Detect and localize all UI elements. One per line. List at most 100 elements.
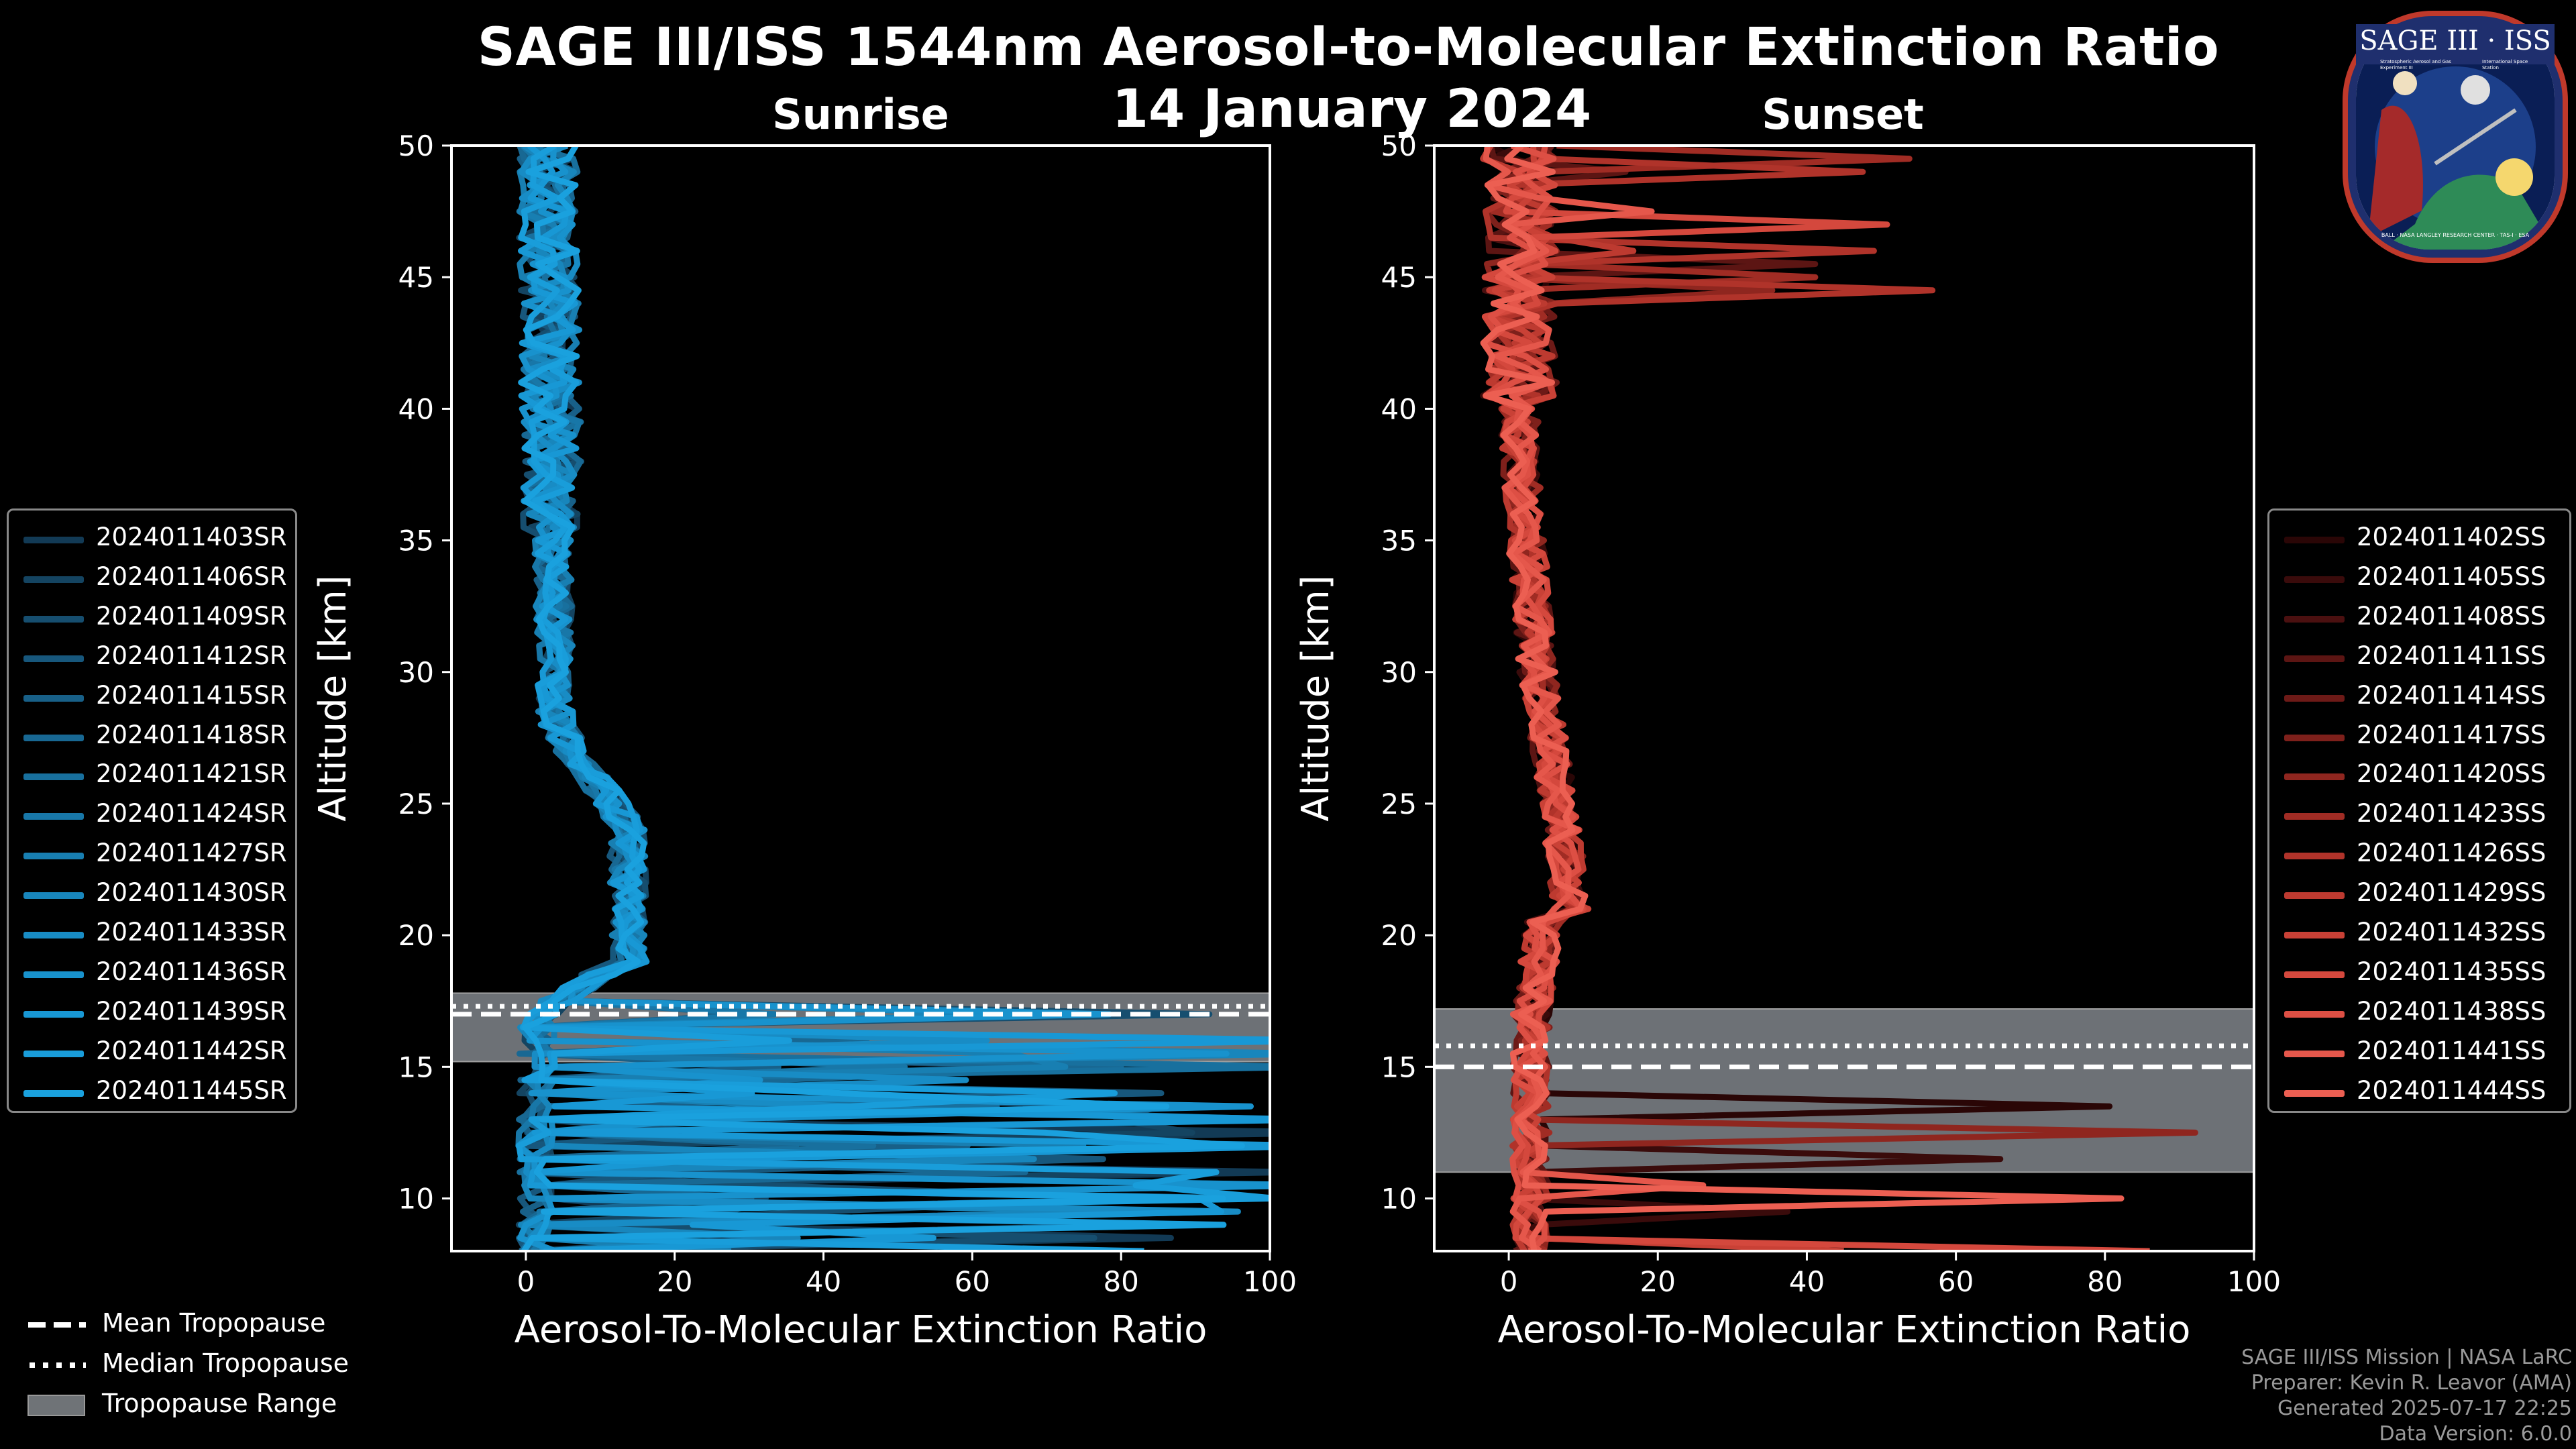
sunrise-legend-item: 2024011436SR xyxy=(9,953,295,993)
footer-version: Data Version: 6.0.0 xyxy=(2379,1422,2572,1446)
sunrise-legend-item: 2024011415SR xyxy=(9,677,295,716)
sunset-legend-label: 2024011432SS xyxy=(2357,918,2546,947)
sunset-xtick-label: 0 xyxy=(1500,1265,1518,1298)
sunset-plot-area: 0 20 40 60 80 100 10 15 20 25 30 35 40 45 50 Aerosol-To… xyxy=(1294,129,2281,1352)
figure-title: SAGE III/ISS 1544nm Aerosol-to-Molecular… xyxy=(477,17,2220,78)
sunrise-legend-item: 2024011421SR xyxy=(9,755,295,795)
dashed-line-icon xyxy=(28,1322,86,1328)
sunset-axes-frame xyxy=(1433,144,2255,1252)
sunset-legend-item: 2024011411SS xyxy=(2269,637,2569,677)
sunset-legend-label: 2024011423SS xyxy=(2357,799,2546,828)
sunrise-xtick-label: 60 xyxy=(955,1265,990,1298)
footer-generated: Generated 2025-07-17 22:25 xyxy=(2277,1397,2572,1420)
sunset-legend-label: 2024011429SS xyxy=(2357,878,2546,908)
sunrise-series-group xyxy=(515,146,1270,1251)
sunrise-ytick-label: 20 xyxy=(398,919,434,952)
sunrise-legend-label: 2024011415SR xyxy=(96,680,287,710)
sunset-ytick-label: 35 xyxy=(1381,525,1417,557)
sunset-legend-swatch xyxy=(2284,932,2345,938)
sunset-legend-item: 2024011414SS xyxy=(2269,677,2569,716)
sunset-legend-swatch xyxy=(2284,853,2345,860)
logo-ring-text: BALL · NASA LANGLEY RESEARCH CENTER · TA… xyxy=(2381,232,2530,238)
sunrise-ytick-label: 15 xyxy=(398,1051,434,1083)
sunrise-xtick-label: 80 xyxy=(1103,1265,1138,1298)
sunset-ytick-label: 20 xyxy=(1381,919,1417,952)
sunset-legend-item: 2024011432SS xyxy=(2269,914,2569,953)
sunrise-legend-item: 2024011406SR xyxy=(9,558,295,598)
sunset-legend-label: 2024011402SS xyxy=(2357,523,2546,551)
legend-range-label: Tropopause Range xyxy=(102,1389,337,1418)
sunrise-legend-item: 2024011445SR xyxy=(9,1072,295,1112)
logo-caption-left: Stratospheric Aerosol and Gas Experiment… xyxy=(2380,59,2451,70)
sunrise-axes-frame xyxy=(450,144,1271,1252)
sunset-xtick-label: 100 xyxy=(2227,1265,2281,1298)
sunrise-legend-swatch xyxy=(23,537,84,543)
sunrise-legend-swatch xyxy=(23,813,84,820)
sunrise-ytick-label: 40 xyxy=(398,392,434,425)
sunrise-ytick-label: 25 xyxy=(398,788,434,820)
sunset-legend-label: 2024011441SS xyxy=(2357,1036,2546,1065)
sunset-legend-swatch xyxy=(2284,1050,2345,1057)
sunset-ytick-label: 50 xyxy=(1381,129,1417,162)
sunset-legend-swatch xyxy=(2284,537,2345,543)
sunrise-legend-swatch xyxy=(23,773,84,781)
sunrise-legend-label: 2024011418SR xyxy=(96,720,287,749)
sunset-legend-swatch xyxy=(2284,971,2345,978)
tropopause-legend: Mean Tropopause Median Tropopause Tropop… xyxy=(0,1308,402,1442)
sunset-xtick-label: 40 xyxy=(1789,1265,1825,1298)
sunset-ytick-label: 45 xyxy=(1381,261,1417,294)
sunrise-legend-label: 2024011406SR xyxy=(96,561,287,591)
sunset-legend-label: 2024011411SS xyxy=(2357,641,2546,670)
logo-caption-right: International Space Station xyxy=(2482,59,2528,70)
sunset-legend-item: 2024011429SS xyxy=(2269,874,2569,914)
sunset-series-line xyxy=(1483,146,1707,1251)
sunset-legend-label: 2024011408SS xyxy=(2357,601,2546,631)
sunrise-legend-swatch xyxy=(23,576,84,583)
sunrise-legend-label: 2024011424SR xyxy=(96,799,287,828)
sunrise-legend-swatch xyxy=(23,1089,84,1097)
sunrise-legend-label: 2024011436SR xyxy=(96,957,287,986)
sunrise-legend-label: 2024011433SR xyxy=(96,918,287,947)
sunrise-legend-swatch xyxy=(23,1010,84,1018)
sunrise-xtick-label: 100 xyxy=(1243,1265,1297,1298)
sunset-legend-label: 2024011420SS xyxy=(2357,759,2546,789)
sunrise-legend-item: 2024011427SR xyxy=(9,835,295,874)
sunrise-legend: 2024011403SR 2024011406SR 2024011409SR 2024… xyxy=(7,508,297,1113)
sunrise-legend-item: 2024011403SR xyxy=(9,519,295,558)
sunset-legend-swatch xyxy=(2284,576,2345,583)
sunset-legend-swatch xyxy=(2284,813,2345,820)
sunrise-legend-label: 2024011430SR xyxy=(96,878,287,908)
sunrise-legend-swatch xyxy=(23,892,84,900)
sunrise-xaxis-label: Aerosol-To-Molecular Extinction Ratio xyxy=(515,1308,1208,1352)
sunrise-legend-swatch xyxy=(23,932,84,938)
sunrise-legend-swatch xyxy=(23,853,84,860)
sunrise-ytick-label: 30 xyxy=(398,656,434,689)
sunset-legend-label: 2024011444SS xyxy=(2357,1075,2546,1105)
footer-mission: SAGE III/ISS Mission | NASA LaRC xyxy=(2241,1346,2572,1369)
sunrise-xtick-label: 20 xyxy=(657,1265,692,1298)
footer-preparer: Preparer: Kevin R. Leavor (AMA) xyxy=(2251,1371,2572,1395)
sunset-legend-swatch xyxy=(2284,1089,2345,1097)
sunset-legend-label: 2024011435SS xyxy=(2357,957,2546,986)
sunrise-legend-item: 2024011418SR xyxy=(9,716,295,756)
sunset-legend-item: 2024011426SS xyxy=(2269,835,2569,874)
sunrise-legend-item: 2024011439SR xyxy=(9,993,295,1032)
sunrise-series-line xyxy=(518,146,1241,1251)
footer-credits: SAGE III/ISS Mission | NASA LaRC Prepare… xyxy=(2241,1345,2572,1447)
sunset-legend-item: 2024011420SS xyxy=(2269,755,2569,795)
mission-patch-icon xyxy=(2343,11,2568,263)
sunset-legend-item: 2024011441SS xyxy=(2269,1032,2569,1072)
sunrise-legend-swatch xyxy=(23,971,84,978)
sunset-legend-item: 2024011438SS xyxy=(2269,993,2569,1032)
sunrise-legend-item: 2024011430SR xyxy=(9,874,295,914)
logo-name: SAGE III · ISS xyxy=(2359,25,2551,56)
sunrise-panel-title: Sunrise xyxy=(772,90,949,139)
sunset-legend-item: 2024011408SS xyxy=(2269,598,2569,637)
sunset-legend-item: 2024011402SS xyxy=(2269,519,2569,558)
sunrise-ytick-label: 50 xyxy=(398,129,434,162)
sunrise-legend-item: 2024011433SR xyxy=(9,914,295,953)
sunset-legend-item: 2024011435SS xyxy=(2269,953,2569,993)
sunset-ytick-label: 30 xyxy=(1381,656,1417,689)
sunset-legend-label: 2024011414SS xyxy=(2357,680,2546,710)
